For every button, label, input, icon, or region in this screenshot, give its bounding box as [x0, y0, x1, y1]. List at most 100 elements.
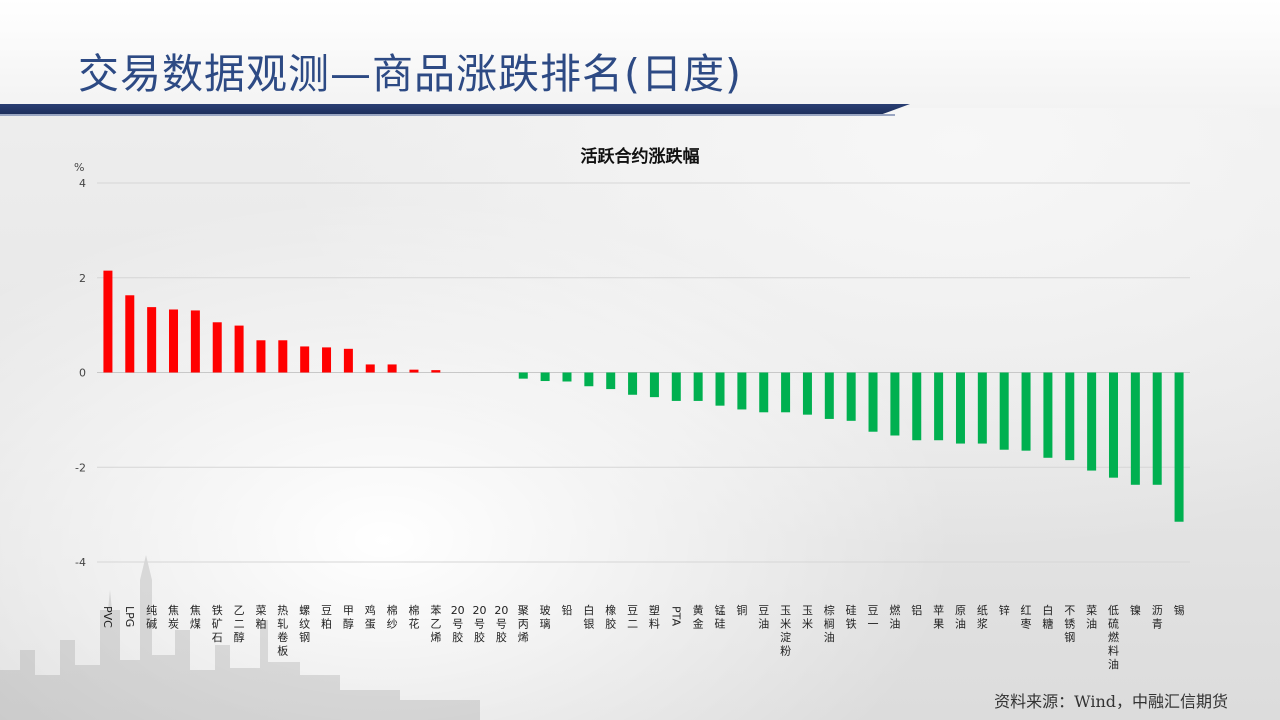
- x-tick-label: 红枣: [1021, 604, 1032, 631]
- header-band: [0, 0, 1280, 108]
- bar: [715, 372, 725, 406]
- bar: [1130, 372, 1140, 485]
- bar: [759, 372, 769, 413]
- bar: [1152, 372, 1162, 485]
- bar: [322, 347, 332, 373]
- bar: [955, 372, 965, 444]
- bar: [1043, 372, 1053, 458]
- y-tick-label: -2: [75, 461, 86, 474]
- x-tick-label: 锌: [999, 603, 1010, 617]
- bar: [103, 270, 113, 373]
- y-axis-unit: %: [74, 161, 84, 174]
- x-tick-label: 棉纱: [387, 603, 398, 631]
- bar: [868, 372, 878, 432]
- x-tick-label: 聚丙烯: [518, 604, 529, 644]
- x-tick-label: 螺纹钢: [299, 604, 310, 644]
- x-tick-label: 塑料: [649, 603, 660, 631]
- x-tick-label: 硅铁: [846, 604, 857, 631]
- x-tick-label: 原油: [955, 604, 966, 631]
- x-tick-label: 豆粕: [321, 604, 332, 631]
- x-tick-label: 苹果: [933, 603, 944, 631]
- x-tick-label: 铁矿石: [212, 604, 223, 644]
- x-tick-label: 焦煤: [190, 604, 201, 631]
- header-underline-bar: [0, 104, 910, 114]
- bar: [1021, 372, 1031, 451]
- x-tick-label: PTA: [669, 606, 682, 626]
- x-tick-label: 鸡蛋: [365, 603, 376, 631]
- x-tick-label: 菜粕: [255, 604, 266, 631]
- chart-title: 活跃合约涨跌幅: [580, 147, 700, 167]
- bar: [737, 372, 747, 410]
- bar: [278, 340, 288, 373]
- x-tick-label: 沥青: [1152, 604, 1163, 631]
- x-tick-label: 镍: [1130, 603, 1141, 617]
- x-tick-label: 甲醇: [343, 604, 354, 631]
- bar: [999, 372, 1009, 450]
- y-tick-label: 4: [79, 177, 86, 190]
- x-tick-label: 铅: [561, 603, 572, 617]
- bar: [584, 372, 594, 387]
- bar: [431, 370, 441, 373]
- source-note: 资料来源：Wind，中融汇信期货: [994, 692, 1228, 711]
- x-tick-label: 低硫燃料油: [1108, 604, 1119, 671]
- x-tick-label: 豆二: [627, 604, 638, 631]
- x-tick-label: 20 号胶: [473, 604, 487, 644]
- x-tick-label: 苯乙烯: [430, 603, 441, 644]
- bar: [169, 309, 179, 373]
- x-tick-label: 玉米: [802, 604, 813, 631]
- x-tick-label: 纸浆: [977, 604, 988, 631]
- x-tick-label: 热轧卷板: [277, 604, 288, 658]
- bar: [671, 372, 681, 401]
- x-tick-label: 菜油: [1086, 604, 1097, 631]
- bar: [781, 372, 791, 413]
- bar: [147, 307, 157, 373]
- bar: [234, 325, 244, 373]
- bar: [365, 364, 375, 373]
- y-tick-label: -4: [75, 556, 86, 569]
- bar: [562, 372, 572, 382]
- bar: [934, 372, 944, 441]
- x-tick-label: 锰硅: [715, 603, 726, 631]
- header-underline-thin: [0, 114, 895, 116]
- bar: [256, 340, 266, 373]
- x-tick-label: 玉米淀粉: [780, 604, 791, 658]
- bar: [343, 348, 353, 373]
- x-tick-label: 不锈钢: [1064, 604, 1075, 644]
- x-tick-label: 白糖: [1042, 603, 1053, 631]
- bar: [846, 372, 856, 421]
- x-tick-label: 橡胶: [605, 604, 616, 631]
- x-tick-label: 棕榈油: [824, 603, 835, 644]
- x-tick-label: 铜: [736, 603, 747, 617]
- bar: [387, 364, 397, 373]
- bar: [1087, 372, 1097, 471]
- x-tick-label: 乙二醇: [234, 604, 245, 644]
- bar: [802, 372, 812, 415]
- x-tick-label: PVC: [101, 606, 114, 628]
- x-tick-label: 20 号胶: [451, 604, 465, 644]
- bar: [890, 372, 900, 436]
- bar: [518, 372, 528, 379]
- y-tick-label: 2: [79, 272, 86, 285]
- bar: [300, 346, 310, 373]
- city-skyline-decoration: [0, 555, 480, 720]
- x-tick-label: 豆一: [868, 604, 879, 631]
- x-tick-label: 纯碱: [146, 604, 157, 631]
- x-tick-label: 豆油: [758, 604, 769, 631]
- x-tick-label: 黄金: [693, 603, 704, 631]
- bar: [912, 372, 922, 441]
- bar: [190, 310, 200, 373]
- page-title: 交易数据观测—商品涨跌排名(日度): [78, 50, 742, 98]
- bar: [824, 372, 834, 419]
- x-tick-label: LPG: [123, 606, 136, 627]
- bar: [1108, 372, 1118, 478]
- x-tick-label: 焦炭: [168, 604, 179, 631]
- bar: [125, 295, 135, 373]
- x-tick-label: 玻璃: [540, 604, 551, 631]
- bar: [540, 372, 550, 382]
- bar: [1065, 372, 1075, 461]
- bar: [693, 372, 703, 401]
- bar: [1174, 372, 1184, 522]
- bar: [606, 372, 616, 390]
- bar: [628, 372, 638, 395]
